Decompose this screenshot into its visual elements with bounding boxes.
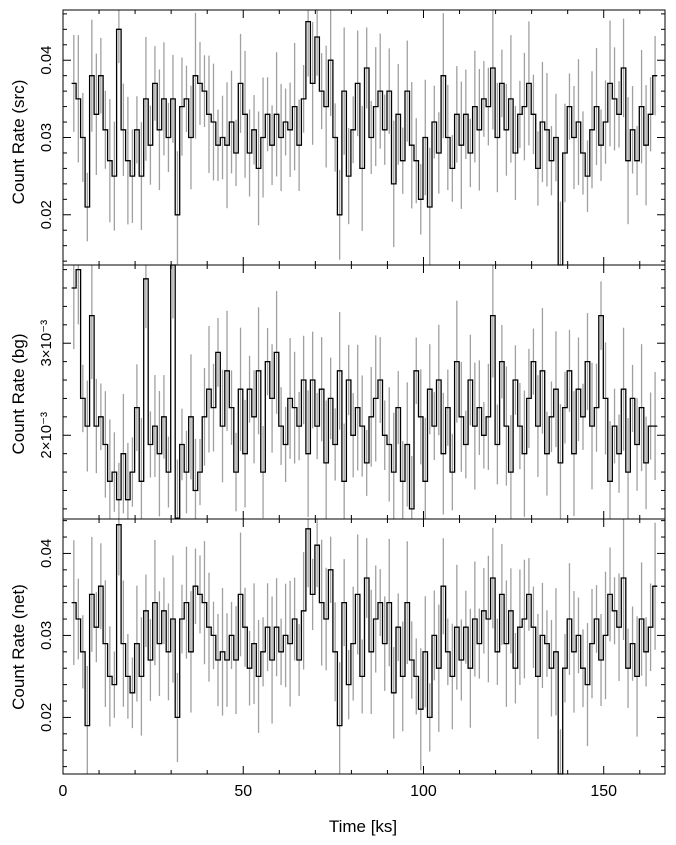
x-tick-labels: 0 50 100 150 xyxy=(59,783,618,800)
y-tick-label: 0.03 xyxy=(38,621,55,650)
y-tick-label: 3×10⁻³ xyxy=(38,320,55,367)
panel-net: 0.02 0.03 0.04 Count Rate (net) xyxy=(9,518,666,775)
bg-y-axis-label: Count Rate (bg) xyxy=(9,334,28,455)
net-y-axis-label: Count Rate (net) xyxy=(9,584,28,710)
panel-bg: 2×10⁻³ 3×10⁻³ Count Rate (bg) xyxy=(9,264,666,520)
bg-y-ticks: 2×10⁻³ 3×10⁻³ xyxy=(38,269,665,510)
y-tick-label: 0.04 xyxy=(38,539,55,568)
bg-error-bars xyxy=(73,265,656,519)
src-x-ticks xyxy=(62,10,641,265)
net-x-ticks xyxy=(62,519,641,774)
net-y-ticks: 0.02 0.03 0.04 xyxy=(38,520,665,768)
y-tick-label: 2×10⁻³ xyxy=(38,412,55,459)
x-tick-label: 0 xyxy=(59,783,68,800)
y-tick-label: 0.04 xyxy=(38,46,55,75)
y-tick-label: 0.03 xyxy=(38,123,55,152)
src-y-axis-label: Count Rate (src) xyxy=(9,80,28,205)
src-step-line xyxy=(71,20,658,266)
net-plot-frame xyxy=(62,518,666,775)
x-axis-label: Time [ks] xyxy=(329,817,397,836)
bg-step-line xyxy=(71,264,658,519)
x-tick-label: 150 xyxy=(590,783,617,800)
x-tick-label: 50 xyxy=(234,783,252,800)
panel-src: 0.02 0.03 0.04 Count Rate (src) xyxy=(9,9,666,266)
bg-plot-frame xyxy=(62,264,666,520)
src-y-ticks: 0.02 0.03 0.04 xyxy=(38,13,665,262)
net-step-line xyxy=(71,524,658,775)
y-tick-label: 0.02 xyxy=(38,200,55,229)
y-tick-label: 0.02 xyxy=(38,703,55,732)
x-tick-label: 100 xyxy=(410,783,437,800)
bg-x-ticks xyxy=(62,265,641,519)
